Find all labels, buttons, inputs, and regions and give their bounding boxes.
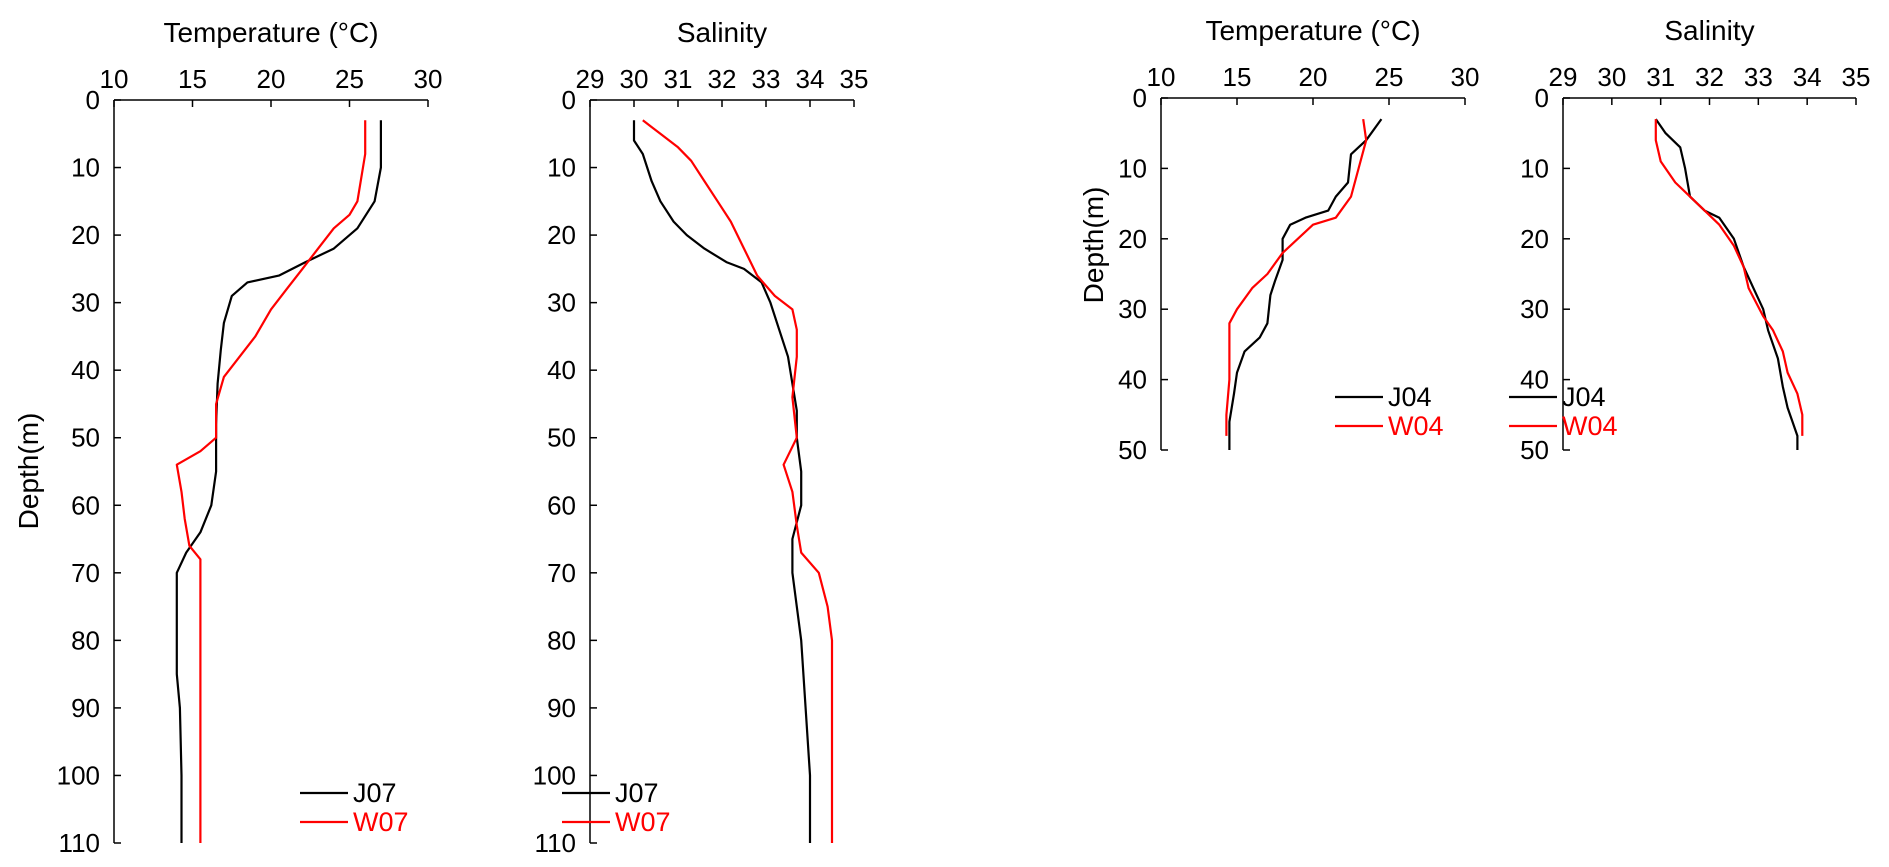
y-tick-label: 40: [547, 355, 576, 385]
y-tick-label: 70: [71, 558, 100, 588]
x-tick-label: 32: [1695, 62, 1724, 92]
y-tick-label: 30: [1520, 294, 1549, 324]
x-tick-label: 10: [1147, 62, 1176, 92]
y-tick-label: 70: [547, 558, 576, 588]
legend-label-w07: W07: [353, 807, 409, 837]
series-line-j04: [1654, 118, 1799, 450]
chart-panel-1: 10 15 20 25 300102030405060708090100110Tempe…: [57, 17, 443, 858]
y-tick-label: 0: [562, 85, 576, 115]
y-tick-label: 10: [1520, 153, 1549, 183]
x-tick-label: 35: [1842, 62, 1871, 92]
chart-title: Temperature (°C): [1205, 15, 1420, 46]
legend-label-j04: J04: [1562, 382, 1606, 412]
y-tick-label: 0: [1133, 83, 1147, 113]
y-tick-label: 50: [1118, 435, 1147, 465]
series-line-j07: [632, 120, 812, 843]
y-tick-label: 80: [547, 625, 576, 655]
chart-panel-2: 29 30 31 32 33 34 35 0 10 20 30 40 50 60 70 80 90 100 110 S…: [533, 17, 869, 858]
legend-label-j07: J07: [353, 778, 397, 808]
y-tick-label: 30: [547, 288, 576, 318]
series-line-j04: [1228, 118, 1383, 450]
y-tick-label: 80: [71, 625, 100, 655]
y-tick-label: 30: [1118, 294, 1147, 324]
x-tick-label: 31: [664, 64, 693, 94]
legend-label-w04: W04: [1388, 411, 1444, 441]
series-line-j07: [175, 120, 382, 843]
x-tick-label: 32: [708, 64, 737, 94]
series-line-w04: [1225, 118, 1368, 436]
y-tick-label: 20: [1118, 224, 1147, 254]
y-tick-label: 40: [71, 355, 100, 385]
y-tick-label: 50: [547, 423, 576, 453]
chart-title: Salinity: [1664, 15, 1754, 46]
x-tick-label: 30: [414, 64, 443, 94]
x-tick-label: 35: [840, 64, 869, 94]
y-tick-label: 110: [59, 828, 100, 858]
y-tick-label: 0: [1535, 83, 1549, 113]
y-tick-label: 90: [547, 693, 576, 723]
y-tick-label: 90: [71, 693, 100, 723]
series-line-w07: [642, 119, 834, 843]
y-tick-label: 40: [1118, 365, 1147, 395]
x-tick-label: 34: [1793, 62, 1822, 92]
y-tick-label: 30: [71, 288, 100, 318]
y-tick-label: 20: [547, 220, 576, 250]
legend-label-j04: J04: [1388, 382, 1432, 412]
chart-title: Salinity: [677, 17, 767, 48]
y-tick-label: 0: [86, 85, 100, 115]
x-tick-label: 33: [752, 64, 781, 94]
x-tick-label: 33: [1744, 62, 1773, 92]
y-tick-label: 110: [535, 828, 576, 858]
x-tick-label: 10: [100, 64, 129, 94]
x-tick-label: 34: [796, 64, 825, 94]
x-tick-label: 25: [1375, 62, 1404, 92]
x-tick-label: 30: [1451, 62, 1480, 92]
x-tick-label: 25: [335, 64, 364, 94]
series-line-w07: [175, 120, 367, 843]
chart-title: Temperature (°C): [163, 17, 378, 48]
y-tick-label: 100: [57, 760, 100, 790]
y-tick-label: 50: [71, 423, 100, 453]
x-tick-label: 30: [1597, 62, 1626, 92]
x-tick-label: 29: [576, 64, 605, 94]
y-tick-label: 10: [1118, 153, 1147, 183]
y-tick-label: 50: [1520, 435, 1549, 465]
x-tick-label: 30: [620, 64, 649, 94]
y-tick-label: 60: [547, 490, 576, 520]
y-tick-label: 20: [71, 220, 100, 250]
y-tick-label: 100: [533, 760, 576, 790]
y-axis-label: Depth(m): [13, 413, 44, 530]
x-tick-label: 20: [257, 64, 286, 94]
y-tick-label: 10: [71, 153, 100, 183]
legend-label-j07: J07: [615, 778, 659, 808]
x-tick-label: 20: [1299, 62, 1328, 92]
x-tick-label: 31: [1646, 62, 1675, 92]
legend-label-w04: W04: [1562, 411, 1618, 441]
x-tick-label: 15: [1223, 62, 1252, 92]
x-tick-label: 15: [178, 64, 207, 94]
y-tick-label: 20: [1520, 224, 1549, 254]
y-axis-label: Depth(m): [1078, 187, 1109, 304]
y-tick-label: 10: [547, 153, 576, 183]
series-line-w04: [1654, 119, 1804, 436]
x-tick-label: 29: [1549, 62, 1578, 92]
legend-label-w07: W07: [615, 807, 671, 837]
y-tick-label: 60: [71, 490, 100, 520]
y-tick-label: 40: [1520, 365, 1549, 395]
